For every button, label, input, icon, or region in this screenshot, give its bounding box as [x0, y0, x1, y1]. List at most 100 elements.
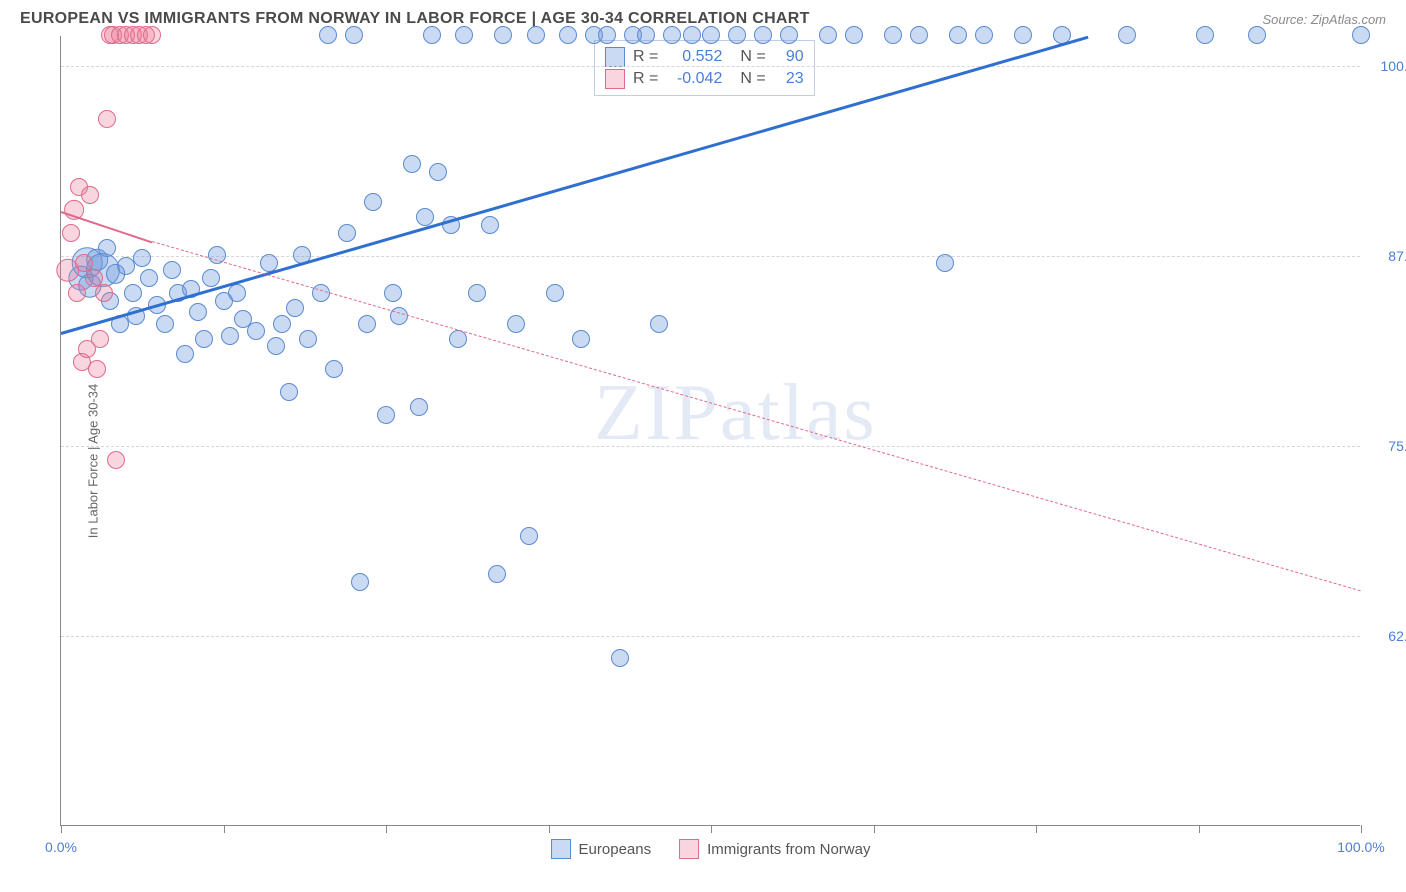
- data-point: [650, 315, 668, 333]
- data-point: [325, 360, 343, 378]
- legend-swatch: [605, 69, 625, 89]
- x-tick: [1036, 825, 1037, 833]
- data-point: [520, 527, 538, 545]
- data-point: [91, 330, 109, 348]
- legend-n-label: N =: [740, 70, 765, 88]
- data-point: [728, 26, 746, 44]
- data-point: [455, 26, 473, 44]
- x-tick: [61, 825, 62, 833]
- chart-source: Source: ZipAtlas.com: [1262, 12, 1386, 27]
- data-point: [449, 330, 467, 348]
- data-point: [95, 284, 113, 302]
- legend-label: Europeans: [579, 841, 652, 858]
- data-point: [189, 303, 207, 321]
- data-point: [527, 26, 545, 44]
- data-point: [273, 315, 291, 333]
- data-point: [358, 315, 376, 333]
- x-tick-label: 0.0%: [45, 839, 77, 855]
- trend-line: [61, 36, 1089, 335]
- data-point: [845, 26, 863, 44]
- data-point: [819, 26, 837, 44]
- data-point: [611, 649, 629, 667]
- x-tick: [386, 825, 387, 833]
- data-point: [429, 163, 447, 181]
- x-tick: [1361, 825, 1362, 833]
- data-point: [1014, 26, 1032, 44]
- data-point: [410, 398, 428, 416]
- data-point: [140, 269, 158, 287]
- y-tick-label: 62.5%: [1368, 628, 1406, 644]
- data-point: [1196, 26, 1214, 44]
- legend-swatch: [551, 839, 571, 859]
- data-point: [286, 299, 304, 317]
- data-point: [98, 239, 116, 257]
- plot-area: ZIPatlas R =0.552N =90R =-0.042N =23 Eur…: [60, 36, 1360, 826]
- data-point: [663, 26, 681, 44]
- data-point: [1352, 26, 1370, 44]
- data-point: [936, 254, 954, 272]
- data-point: [637, 26, 655, 44]
- data-point: [975, 26, 993, 44]
- y-tick-label: 100.0%: [1368, 58, 1406, 74]
- data-point: [780, 26, 798, 44]
- data-point: [384, 284, 402, 302]
- data-point: [299, 330, 317, 348]
- y-tick-label: 87.5%: [1368, 248, 1406, 264]
- data-point: [754, 26, 772, 44]
- data-point: [156, 315, 174, 333]
- data-point: [124, 284, 142, 302]
- x-tick-label: 100.0%: [1337, 839, 1384, 855]
- legend-n-label: N =: [740, 48, 765, 66]
- data-point: [143, 26, 161, 44]
- data-point: [683, 26, 701, 44]
- data-point: [1248, 26, 1266, 44]
- data-point: [338, 224, 356, 242]
- legend-swatch: [605, 47, 625, 67]
- data-point: [423, 26, 441, 44]
- legend-r-label: R =: [633, 48, 658, 66]
- data-point: [377, 406, 395, 424]
- data-point: [949, 26, 967, 44]
- data-point: [107, 451, 125, 469]
- x-tick: [1199, 825, 1200, 833]
- legend-row: R =0.552N =90: [605, 47, 804, 67]
- data-point: [228, 284, 246, 302]
- data-point: [468, 284, 486, 302]
- y-tick-label: 75.0%: [1368, 438, 1406, 454]
- data-point: [221, 327, 239, 345]
- legend-swatch: [679, 839, 699, 859]
- chart-container: In Labor Force | Age 30-34 ZIPatlas R =0…: [20, 36, 1386, 886]
- data-point: [416, 208, 434, 226]
- data-point: [351, 573, 369, 591]
- data-point: [98, 110, 116, 128]
- x-tick: [874, 825, 875, 833]
- data-point: [507, 315, 525, 333]
- data-point: [884, 26, 902, 44]
- legend-r-value: -0.042: [666, 70, 722, 88]
- data-point: [910, 26, 928, 44]
- x-tick: [224, 825, 225, 833]
- gridline: [61, 446, 1360, 447]
- data-point: [81, 186, 99, 204]
- x-tick: [549, 825, 550, 833]
- gridline: [61, 636, 1360, 637]
- data-point: [403, 155, 421, 173]
- data-point: [280, 383, 298, 401]
- data-point: [702, 26, 720, 44]
- legend-row: R =-0.042N =23: [605, 69, 804, 89]
- data-point: [598, 26, 616, 44]
- legend-item: Europeans: [551, 839, 652, 859]
- data-point: [88, 360, 106, 378]
- gridline: [61, 256, 1360, 257]
- data-point: [345, 26, 363, 44]
- data-point: [267, 337, 285, 355]
- data-point: [202, 269, 220, 287]
- data-point: [572, 330, 590, 348]
- data-point: [319, 26, 337, 44]
- data-point: [364, 193, 382, 211]
- data-point: [163, 261, 181, 279]
- data-point: [559, 26, 577, 44]
- data-point: [62, 224, 80, 242]
- data-point: [1118, 26, 1136, 44]
- data-point: [247, 322, 265, 340]
